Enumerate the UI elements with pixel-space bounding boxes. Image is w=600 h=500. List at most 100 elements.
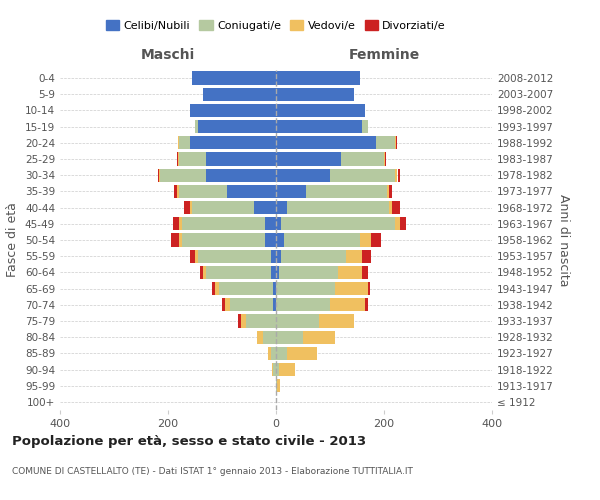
Bar: [271, 250, 276, 263]
Bar: [384, 152, 385, 166]
Bar: [389, 201, 392, 214]
Bar: [263, 330, 276, 344]
Bar: [206, 266, 271, 279]
Bar: [177, 185, 179, 198]
Bar: [287, 201, 389, 214]
Bar: [274, 282, 276, 295]
Bar: [271, 346, 276, 360]
Bar: [265, 234, 276, 246]
Bar: [276, 185, 306, 198]
Bar: [276, 88, 354, 101]
Bar: [306, 185, 387, 198]
Bar: [319, 314, 354, 328]
Bar: [277, 379, 280, 392]
Bar: [385, 152, 386, 166]
Bar: [365, 298, 368, 312]
Bar: [230, 298, 274, 312]
Bar: [254, 201, 276, 214]
Bar: [238, 314, 241, 328]
Bar: [276, 330, 303, 344]
Text: COMUNE DI CASTELLALTO (TE) - Dati ISTAT 1° gennaio 2013 - Elaborazione TUTTITALI: COMUNE DI CASTELLALTO (TE) - Dati ISTAT …: [12, 468, 413, 476]
Text: Popolazione per età, sesso e stato civile - 2013: Popolazione per età, sesso e stato civil…: [12, 435, 366, 448]
Text: Femmine: Femmine: [349, 48, 419, 62]
Bar: [392, 201, 400, 214]
Bar: [278, 266, 338, 279]
Bar: [276, 120, 362, 134]
Bar: [303, 330, 335, 344]
Y-axis label: Anni di nascita: Anni di nascita: [557, 194, 570, 286]
Bar: [389, 185, 392, 198]
Bar: [200, 266, 203, 279]
Bar: [190, 136, 276, 149]
Bar: [179, 152, 206, 166]
Bar: [387, 185, 389, 198]
Bar: [195, 250, 198, 263]
Bar: [257, 330, 263, 344]
Bar: [276, 250, 281, 263]
Bar: [159, 168, 160, 182]
Bar: [276, 72, 360, 85]
Bar: [182, 217, 265, 230]
Bar: [171, 234, 179, 246]
Bar: [281, 217, 395, 230]
Bar: [190, 104, 276, 117]
Bar: [241, 314, 247, 328]
Bar: [225, 298, 230, 312]
Legend: Celibi/Nubili, Coniugati/e, Vedovi/e, Divorziati/e: Celibi/Nubili, Coniugati/e, Vedovi/e, Di…: [101, 16, 451, 35]
Bar: [274, 298, 276, 312]
Bar: [276, 266, 278, 279]
Bar: [276, 152, 341, 166]
Bar: [274, 363, 276, 376]
Bar: [193, 201, 254, 214]
Bar: [346, 250, 362, 263]
Bar: [175, 185, 177, 198]
Bar: [376, 136, 395, 149]
Bar: [276, 201, 287, 214]
Bar: [220, 282, 274, 295]
Bar: [268, 346, 271, 360]
Bar: [193, 72, 276, 85]
Bar: [368, 282, 370, 295]
Bar: [206, 168, 276, 182]
Bar: [276, 314, 319, 328]
Bar: [190, 250, 195, 263]
Bar: [338, 266, 362, 279]
Bar: [281, 250, 346, 263]
Bar: [362, 120, 368, 134]
Bar: [195, 120, 198, 134]
Bar: [178, 152, 179, 166]
Bar: [247, 314, 276, 328]
Bar: [398, 168, 400, 182]
Bar: [362, 266, 368, 279]
Bar: [276, 282, 335, 295]
Bar: [222, 298, 225, 312]
Bar: [360, 234, 371, 246]
Bar: [272, 363, 274, 376]
Bar: [271, 266, 276, 279]
Bar: [265, 217, 276, 230]
Text: Maschi: Maschi: [141, 48, 195, 62]
Bar: [173, 217, 179, 230]
Bar: [276, 363, 278, 376]
Bar: [276, 346, 287, 360]
Bar: [276, 379, 277, 392]
Y-axis label: Fasce di età: Fasce di età: [7, 202, 19, 278]
Bar: [215, 282, 220, 295]
Bar: [276, 104, 365, 117]
Bar: [179, 217, 182, 230]
Bar: [362, 250, 371, 263]
Bar: [396, 136, 397, 149]
Bar: [276, 298, 330, 312]
Bar: [184, 201, 190, 214]
Bar: [330, 298, 365, 312]
Bar: [160, 168, 206, 182]
Bar: [284, 234, 360, 246]
Bar: [203, 88, 276, 101]
Bar: [178, 136, 179, 149]
Bar: [276, 168, 330, 182]
Bar: [400, 217, 406, 230]
Bar: [278, 363, 295, 376]
Bar: [330, 168, 395, 182]
Bar: [179, 136, 190, 149]
Bar: [395, 136, 396, 149]
